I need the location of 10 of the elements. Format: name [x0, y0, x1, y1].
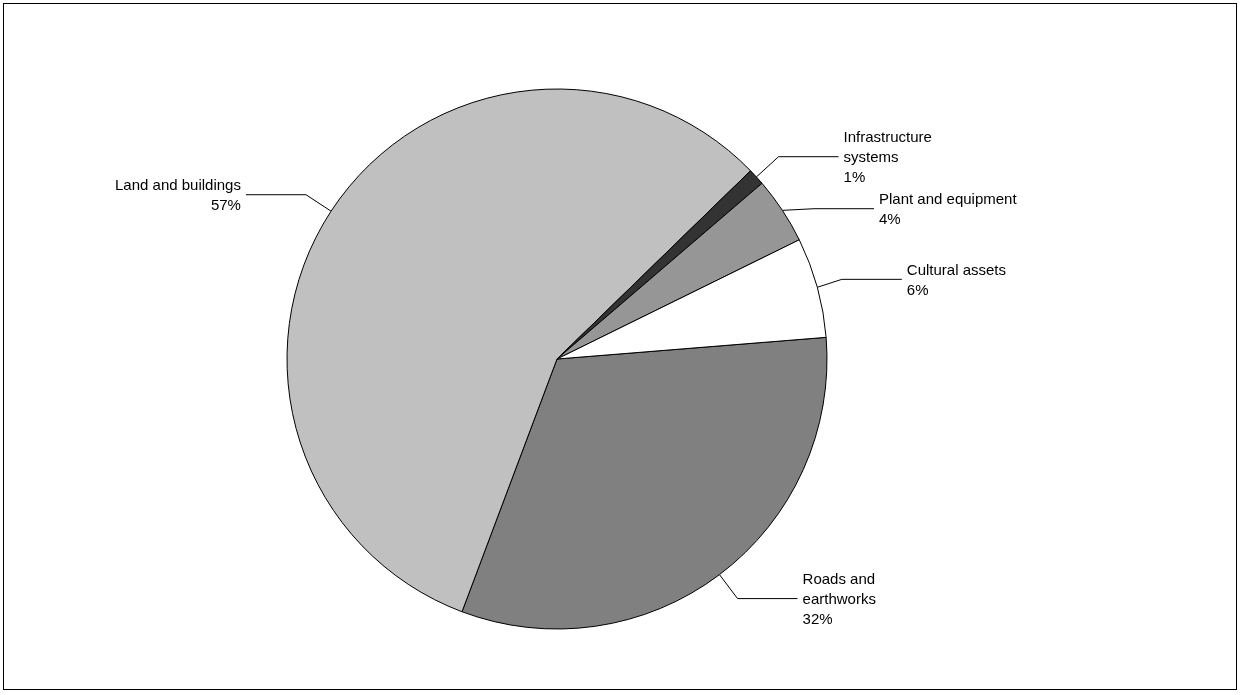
slice-label: Land and buildings	[115, 176, 241, 194]
slice-label: Roads and earthworks	[802, 570, 880, 608]
data-label: 4%	[879, 210, 901, 228]
data-label: 1%	[843, 168, 866, 186]
slice-label: Plant and equipment	[879, 190, 1018, 208]
slice-label: Cultural assets	[906, 260, 1007, 278]
data-label: 57%	[210, 196, 241, 214]
data-label: 32%	[802, 610, 833, 628]
data-label: 6%	[906, 280, 929, 298]
slice-label: Infrastructure systems	[843, 128, 937, 166]
